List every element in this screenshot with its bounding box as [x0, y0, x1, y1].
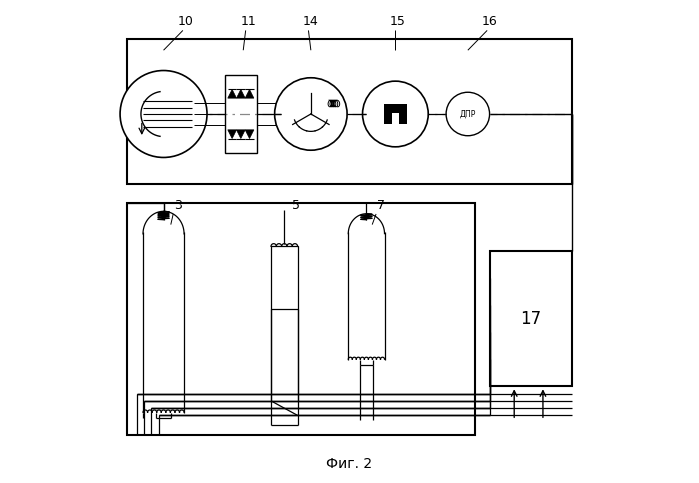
Text: 7: 7 — [377, 199, 385, 212]
Text: 3: 3 — [174, 199, 182, 212]
Text: 16: 16 — [482, 15, 498, 28]
Polygon shape — [236, 89, 245, 98]
Text: 5: 5 — [292, 199, 301, 212]
Text: 11: 11 — [240, 15, 256, 28]
Text: ДПР: ДПР — [460, 110, 476, 118]
Circle shape — [363, 81, 428, 147]
Polygon shape — [236, 130, 245, 139]
Bar — [384, 104, 407, 124]
Text: 14: 14 — [303, 15, 319, 28]
Polygon shape — [245, 130, 254, 139]
Circle shape — [275, 78, 347, 150]
Circle shape — [446, 92, 489, 136]
Text: 15: 15 — [390, 15, 405, 28]
Text: 10: 10 — [178, 15, 193, 28]
Bar — [489, 251, 572, 386]
Polygon shape — [228, 89, 236, 98]
Text: 17: 17 — [520, 310, 541, 328]
Polygon shape — [228, 130, 236, 139]
Bar — [127, 39, 572, 184]
Bar — [391, 113, 399, 124]
Bar — [225, 75, 257, 153]
Bar — [127, 203, 475, 435]
Polygon shape — [245, 89, 254, 98]
Bar — [271, 246, 298, 309]
Circle shape — [120, 71, 207, 157]
Text: Фиг. 2: Фиг. 2 — [326, 457, 373, 470]
